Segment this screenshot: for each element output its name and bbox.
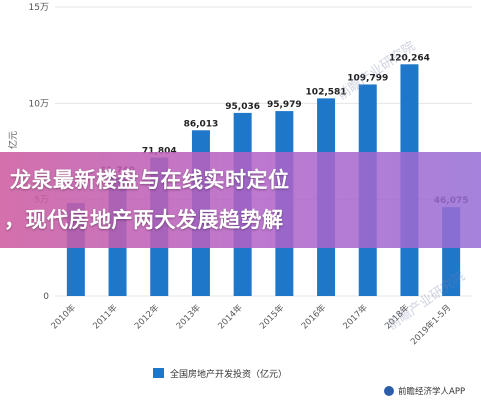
legend-label: 全国房地产开发投资（亿元） — [170, 368, 287, 380]
banner-title-line-1: 龙泉最新楼盘与在线实时定位 — [10, 168, 290, 192]
title-banner: 龙泉最新楼盘与在线实时定位 ，现代房地产两大发展趋势解 — [0, 152, 481, 248]
legend: 全国房地产开发投资（亿元） — [153, 368, 287, 380]
y-axis-label: 亿元 — [7, 131, 19, 149]
y-tick-label: 15万 — [29, 3, 49, 13]
source-credit: 前瞻经济学人APP — [384, 386, 465, 397]
data-label: 71,804 — [142, 147, 177, 157]
source-text: 前瞻经济学人APP — [398, 386, 465, 397]
x-tick-label: 2010年 — [49, 302, 78, 331]
legend-swatch — [153, 368, 164, 378]
x-tick-label: 2013年 — [174, 302, 203, 331]
data-label: 109,799 — [347, 73, 388, 83]
x-tick-label: 2014年 — [216, 302, 245, 331]
data-label: 86,013 — [184, 119, 219, 129]
x-tick-label: 2017年 — [341, 302, 370, 331]
y-tick-label: 0 — [43, 292, 49, 302]
x-tick-label: 2015年 — [257, 302, 286, 331]
data-label: 95,979 — [267, 100, 302, 110]
source-logo-icon — [384, 386, 394, 396]
y-tick-label: 10万 — [29, 99, 49, 109]
data-label: 102,581 — [306, 87, 347, 97]
x-tick-label: 2011年 — [91, 302, 120, 331]
x-tick-label: 2016年 — [299, 302, 328, 331]
banner-title-line-2: ，现代房地产两大发展趋势解 — [4, 208, 284, 232]
data-label: 95,036 — [225, 102, 260, 112]
x-tick-label: 2012年 — [132, 302, 161, 331]
data-label: 120,264 — [389, 53, 430, 63]
